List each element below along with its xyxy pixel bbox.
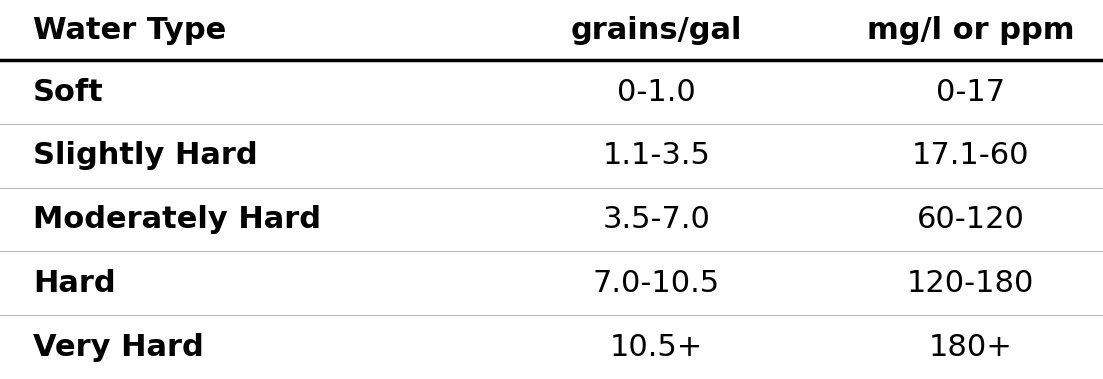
- Text: grains/gal: grains/gal: [570, 16, 742, 45]
- Text: Water Type: Water Type: [33, 16, 226, 45]
- Text: 0-1.0: 0-1.0: [617, 78, 696, 106]
- Text: mg/l or ppm: mg/l or ppm: [867, 16, 1074, 45]
- Text: Slightly Hard: Slightly Hard: [33, 141, 258, 170]
- Text: Moderately Hard: Moderately Hard: [33, 205, 321, 234]
- Text: Hard: Hard: [33, 269, 116, 298]
- Text: 1.1-3.5: 1.1-3.5: [602, 141, 710, 170]
- Text: 10.5+: 10.5+: [610, 333, 703, 362]
- Text: 120-180: 120-180: [907, 269, 1035, 298]
- Text: 3.5-7.0: 3.5-7.0: [602, 205, 710, 234]
- Text: 60-120: 60-120: [917, 205, 1025, 234]
- Text: 17.1-60: 17.1-60: [912, 141, 1029, 170]
- Text: 180+: 180+: [929, 333, 1013, 362]
- Text: 7.0-10.5: 7.0-10.5: [592, 269, 720, 298]
- Text: Soft: Soft: [33, 78, 104, 106]
- Text: 0-17: 0-17: [936, 78, 1005, 106]
- Text: Very Hard: Very Hard: [33, 333, 204, 362]
